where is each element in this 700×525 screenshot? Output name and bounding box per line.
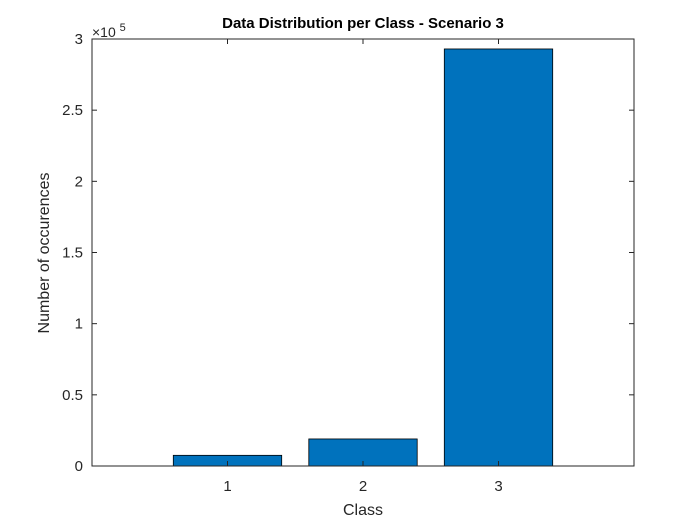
y-tick-label: 3 (75, 31, 83, 48)
bar-class-3 (443, 48, 554, 467)
y-axis-ticks: 0 0.5 1 1.5 2 2.5 3 (62, 31, 634, 475)
bars-group (172, 48, 554, 467)
x-tick-label: 1 (223, 478, 231, 495)
x-axis-ticks: 1 2 3 (223, 39, 503, 495)
chart-title: Data Distribution per Class - Scenario 3 (222, 15, 504, 32)
y-tick-label: 1.5 (62, 245, 83, 262)
x-tick-label: 3 (494, 478, 502, 495)
y-tick-label: 2.5 (62, 102, 83, 119)
x-tick-label: 2 (359, 478, 367, 495)
y-tick-label: 2 (75, 173, 83, 190)
y-axis-label: Number of occurences (36, 173, 53, 334)
x-axis-label: Class (343, 502, 383, 519)
y-axis-exponent: ×10 5 (92, 22, 126, 40)
y-tick-label: 1 (75, 316, 83, 333)
y-axis-exponent-base: ×10 (92, 24, 116, 40)
y-tick-label: 0.5 (62, 387, 83, 404)
y-axis-exponent-power: 5 (120, 22, 126, 34)
y-tick-label: 0 (75, 458, 83, 475)
